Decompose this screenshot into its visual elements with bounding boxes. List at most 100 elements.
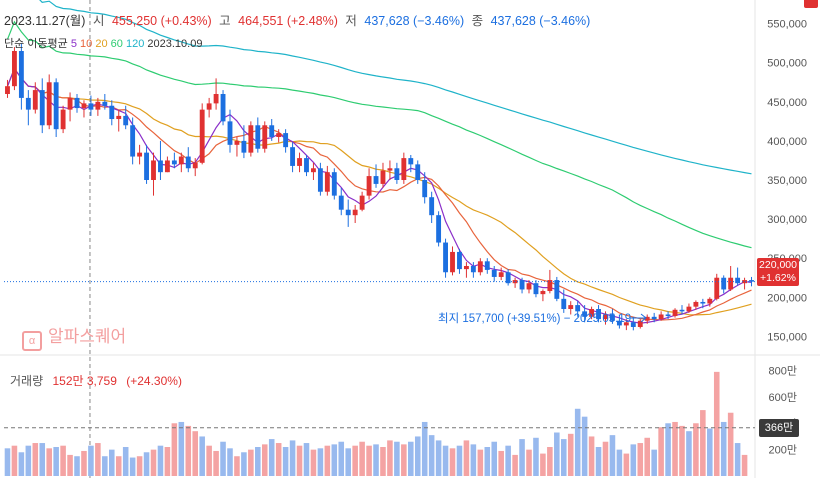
open-value: 455,250 (+0.43%) (111, 14, 212, 28)
candle-body (199, 109, 205, 163)
low-label: 저 (345, 14, 357, 28)
candle-body (408, 158, 414, 165)
candle-body (137, 152, 143, 157)
close-label: 종 (471, 14, 484, 28)
volume-bar (338, 441, 345, 476)
ma5-line (6, 67, 752, 324)
candle-body (665, 314, 671, 317)
volume-bar (713, 371, 720, 476)
candle-body (324, 172, 330, 192)
candle-body (429, 197, 435, 216)
volume-bar (303, 443, 310, 476)
alphasquare-logo-icon: α (22, 331, 42, 351)
ohlc-info: 2023.11.27(월) 시 455,250 (+0.43%) 고 464,5… (4, 10, 594, 29)
volume-bar (81, 450, 87, 476)
price-tick-label: 400,000 (767, 136, 807, 148)
candle-body (338, 195, 344, 210)
candle-body (616, 320, 622, 326)
candle-body (484, 261, 490, 270)
candle-body (116, 115, 122, 120)
volume-bar (588, 436, 595, 476)
volume-bar (67, 454, 73, 476)
candle-body (554, 280, 560, 299)
candle-body (88, 103, 94, 110)
candle-body (470, 266, 476, 273)
close-icon[interactable] (804, 0, 818, 8)
volume-bar (644, 437, 650, 476)
candle-body (241, 140, 247, 153)
watermark: α 알파스퀘어 (22, 322, 126, 351)
candle-body (109, 105, 115, 120)
volume-bar (11, 445, 18, 476)
candle-body (623, 322, 629, 326)
ma-legend-title: 단순 이동평균 (4, 38, 68, 50)
candle-body (366, 176, 372, 196)
candle-body (95, 101, 101, 110)
volume-bar (512, 454, 518, 476)
ma120-line (39, 0, 752, 175)
candle-body (5, 86, 10, 94)
volume-bar (102, 456, 108, 476)
volume-bar (609, 435, 616, 476)
volume-bar (268, 439, 275, 476)
volume-bar (408, 441, 414, 476)
ma-legend[interactable]: 단순 이동평균 5 10 20 60 120 2023.10.09 (4, 35, 202, 51)
candle-body (102, 101, 108, 106)
volume-bar (109, 449, 115, 476)
volume-bar (359, 441, 365, 476)
candle-body (742, 280, 748, 284)
volume-bar (206, 445, 212, 476)
volume-bar (282, 447, 289, 476)
candle-body (686, 306, 692, 312)
candle-body (707, 298, 713, 304)
date-label: 2023.11.27(월) (4, 14, 86, 28)
candle-body (714, 277, 720, 299)
volume-bar (498, 450, 504, 476)
volume-bar (540, 453, 546, 476)
candle-body (32, 90, 38, 110)
volume-bar (380, 447, 386, 476)
candle-body (526, 283, 532, 290)
candle-body (387, 168, 393, 171)
volume-bar (331, 444, 338, 476)
volume-bar (122, 447, 129, 476)
candle-body (457, 251, 462, 270)
candle-body (589, 309, 595, 317)
ma20-line (6, 67, 752, 316)
volume-bar (143, 452, 150, 476)
price-tick-label: 350,000 (767, 175, 807, 187)
candle-body (610, 314, 615, 321)
candle-body (331, 172, 337, 196)
candle-body (123, 115, 129, 126)
candle-body (436, 215, 442, 243)
candle-body (728, 277, 734, 290)
high-value: 464,551 (+2.48%) (238, 14, 338, 28)
candle-body (700, 301, 706, 304)
candle-body (749, 280, 754, 282)
candle-body (46, 82, 52, 126)
candle-body (658, 314, 664, 320)
candle-body (693, 301, 699, 307)
candle-body (568, 305, 574, 309)
candle-body (53, 82, 59, 130)
candle-body (463, 266, 469, 270)
candle-body (498, 272, 504, 277)
volume-bar (261, 444, 268, 476)
close-value: 437,628 (−3.46%) (490, 14, 591, 28)
candle-body (311, 168, 316, 173)
volume-bar (547, 447, 553, 476)
candle-body (255, 125, 261, 149)
candle-body (290, 147, 296, 166)
price-tick-label: 300,000 (767, 214, 807, 226)
volume-bar (115, 456, 122, 476)
volume-bar (727, 412, 734, 476)
volume-bar (275, 443, 282, 476)
volume-tick-label: 600만 (769, 391, 797, 404)
volume-bar (505, 445, 511, 476)
ma5-label: 5 (70, 38, 77, 50)
candle-body (672, 309, 678, 317)
ma10-label: 10 (80, 38, 93, 50)
volume-bar (46, 448, 52, 476)
volume-value: 152만 3,759 (52, 374, 117, 388)
